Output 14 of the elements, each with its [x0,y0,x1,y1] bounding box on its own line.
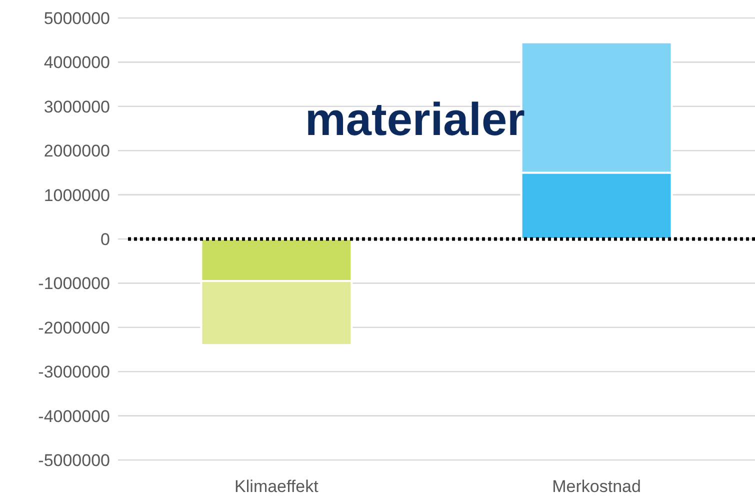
x-tick-label: Merkostnad [552,477,641,496]
y-tick-label: 0 [100,230,110,249]
y-tick-label: 3000000 [44,97,110,116]
x-tick-label: Klimaeffekt [234,477,319,496]
y-tick-label: -3000000 [38,362,110,382]
y-tick-label: 5000000 [44,8,110,28]
y-tick-label: -4000000 [38,406,110,426]
y-tick-label: 1000000 [44,186,110,205]
text: materialer [305,93,526,145]
y-tick-label: 2000000 [44,142,110,161]
y-tick-label: 4000000 [44,53,110,72]
y-tick-label: -1000000 [38,274,110,294]
y-tick-label: -2000000 [38,318,110,338]
y-tick-label: -5000000 [38,450,110,470]
